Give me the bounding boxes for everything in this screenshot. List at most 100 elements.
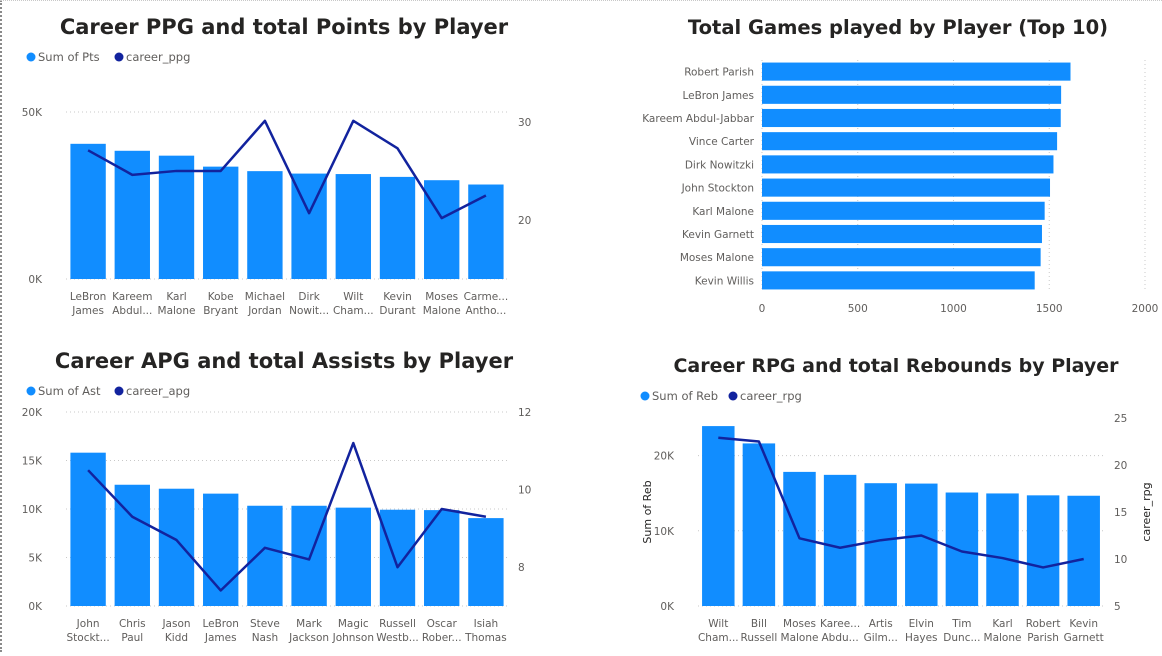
y-right-tick-label: 20 [518, 215, 531, 227]
chart-title: Career APG and total Assists by Player [55, 349, 514, 373]
y-tick-label: Moses Malone [680, 252, 754, 264]
x-tick-label: Elvin [909, 618, 934, 630]
x-tick-label: Abdul... [112, 305, 152, 317]
y-left-tick-label: 10K [22, 504, 43, 516]
bar [335, 174, 371, 279]
x-tick-label: Russell [379, 618, 416, 630]
bar [762, 85, 1062, 104]
chart-title: Career PPG and total Points by Player [60, 15, 509, 39]
y-right-tick-label: 15 [1114, 507, 1127, 519]
bar [823, 474, 857, 606]
bar [762, 178, 1051, 197]
bar [203, 493, 239, 606]
x-tick-label: Nash [252, 632, 278, 644]
bar [702, 426, 735, 606]
x-tick-label: Artis [869, 618, 893, 630]
x-tick-label: Robert [1026, 618, 1061, 630]
series-line [718, 436, 1084, 569]
ppg-visual[interactable]: Career PPG and total Points by Player Sum… [4, 0, 544, 330]
x-tick-label: Parish [1027, 632, 1059, 644]
x-tick-label: Wilt [708, 618, 728, 630]
bar [1067, 495, 1100, 606]
y-right-tick-label: 5 [1114, 601, 1121, 613]
x-tick-label: Johnson [332, 632, 374, 644]
x-tick-label: Malone [984, 632, 1022, 644]
x-tick-label: Jason [161, 618, 190, 630]
x-tick-label: Moses [783, 618, 816, 630]
y-tick-label: Kareem Abdul-Jabbar [642, 113, 754, 125]
chart-title: Total Games played by Player (Top 10) [688, 16, 1108, 39]
legend-label: career_apg [126, 384, 190, 398]
bar [158, 155, 195, 279]
legend-marker [26, 386, 36, 396]
x-tick-label: Paul [121, 632, 143, 644]
y-tick-label: Kevin Garnett [682, 229, 754, 241]
x-tick-label: Russell [741, 632, 778, 644]
ppg-chart: Career PPG and total Points by Player Sum… [22, 15, 532, 317]
legend-label: Sum of Pts [38, 50, 100, 64]
bar [70, 143, 106, 279]
apg-visual[interactable]: Career APG and total Assists by Player Su… [4, 336, 544, 652]
x-tick-label: Mark [296, 618, 323, 630]
y-right-tick-label: 10 [518, 485, 531, 497]
x-tick-label: Abdu... [822, 632, 859, 644]
games-chart: Total Games played by Player (Top 10) 0 50… [642, 16, 1158, 315]
x-tick-label: LeBron [70, 291, 107, 303]
page-border-top [0, 0, 1162, 1]
x-tick-label: Karl [992, 618, 1012, 630]
bar [70, 452, 106, 606]
y-tick-label: LeBron James [682, 90, 754, 102]
x-tick-label: Kidd [165, 632, 188, 644]
y-tick-label: Robert Parish [684, 67, 754, 79]
y-tick-label: Karl Malone [692, 206, 754, 218]
x-tick-label: Steve [250, 618, 280, 630]
x-tick-label: James [204, 632, 237, 644]
y-left-tick-label: 20K [22, 407, 43, 419]
x-tick-label: 1000 [940, 303, 967, 315]
x-tick-label: Isiah [474, 618, 499, 630]
games-visual[interactable]: Total Games played by Player (Top 10) 0 50… [580, 0, 1162, 330]
x-tick-label: Malone [423, 305, 461, 317]
bar [468, 184, 504, 279]
y-right-tick-label: 12 [518, 407, 531, 419]
series-line [87, 441, 487, 592]
x-tick-label: Durant [379, 305, 415, 317]
y-left-tick-label: 5K [28, 553, 43, 565]
bar [247, 505, 283, 606]
bar [114, 150, 150, 279]
x-tick-label: Bryant [203, 305, 238, 317]
x-tick-label: LeBron [202, 618, 239, 630]
bar [762, 132, 1058, 151]
x-tick-label: Karl [166, 291, 186, 303]
x-tick-label: Moses [425, 291, 458, 303]
x-tick-label: Wilt [343, 291, 363, 303]
bar [762, 224, 1042, 244]
y-tick-label: Kevin Willis [695, 275, 754, 287]
x-tick-label: Bill [751, 618, 767, 630]
rpg-visual[interactable]: Career RPG and total Rebounds by Player S… [580, 336, 1162, 652]
y-right-tick-label: 10 [1114, 554, 1127, 566]
x-tick-label: Oscar [427, 618, 458, 630]
y-left-tick-label: 0K [28, 274, 43, 286]
y-tick-label: John Stockton [681, 183, 754, 195]
x-tick-label: Karee... [820, 618, 860, 630]
y-right-tick-label: 30 [518, 117, 531, 129]
y-left-tick-label: 10K [654, 526, 675, 538]
bar [203, 166, 239, 279]
apg-chart: Career APG and total Assists by Player Su… [22, 349, 532, 644]
x-tick-label: Jordan [247, 305, 281, 317]
x-tick-label: Malone [158, 305, 196, 317]
bar [762, 271, 1035, 290]
y-left-tick-label: 15K [22, 456, 43, 468]
bar [762, 108, 1061, 128]
x-tick-label: Gilm... [864, 632, 898, 644]
x-tick-label: Kevin [1069, 618, 1098, 630]
y-right-axis-title: career_rpg [1140, 482, 1153, 541]
x-tick-label: Stockt... [66, 632, 109, 644]
x-tick-label: 1500 [1036, 303, 1063, 315]
legend-label: Sum of Ast [38, 384, 101, 398]
y-right-tick-label: 25 [1114, 413, 1127, 425]
x-tick-label: John [76, 618, 100, 630]
bar [762, 62, 1071, 81]
x-tick-label: Thomas [464, 632, 507, 644]
